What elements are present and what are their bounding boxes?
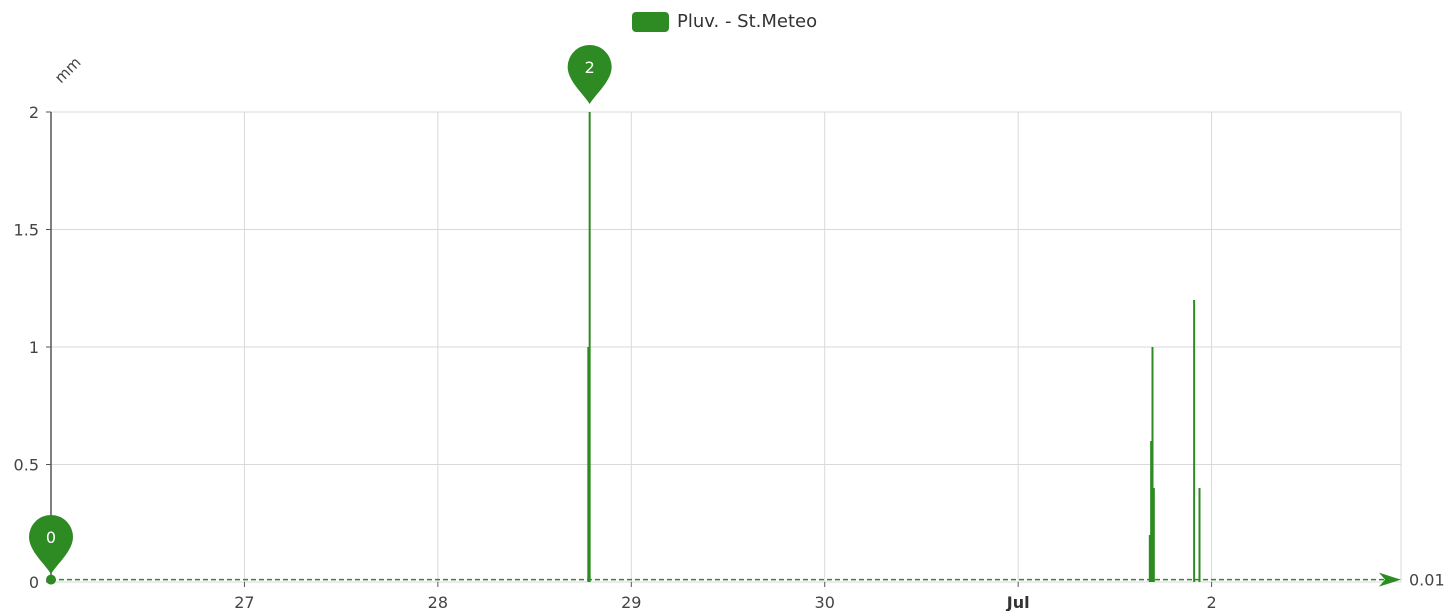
grid	[51, 111, 1402, 583]
legend-item[interactable]: Pluv. - St.Meteo	[632, 11, 817, 32]
mark-point-pin-min	[29, 515, 73, 574]
legend-label: Pluv. - St.Meteo	[677, 11, 817, 32]
mark-line: 0.01	[46, 571, 1445, 590]
mark-point-label-min: 0	[46, 528, 56, 547]
mark-point-label-max: 2	[585, 58, 595, 77]
mark-point-pin-max	[567, 45, 612, 104]
x-tick-label: 30	[815, 593, 835, 611]
rain-bar	[1148, 535, 1151, 582]
x-tick-label: 27	[234, 593, 254, 611]
x-tick-label: Jul	[1006, 593, 1030, 611]
rain-bar	[1198, 488, 1201, 582]
rain-bar	[1193, 300, 1196, 582]
rain-bar	[587, 347, 590, 582]
rain-bar	[1150, 441, 1153, 582]
x-tick-label: 29	[621, 593, 641, 611]
x-tick-label: 2	[1207, 593, 1217, 611]
series-bars	[587, 112, 1201, 582]
y-tick-label: 0.5	[14, 456, 39, 475]
mark-line-arrow	[1379, 572, 1401, 587]
rain-bar	[1151, 347, 1154, 582]
mark-line-label: 0.01	[1409, 571, 1445, 590]
legend[interactable]: Pluv. - St.Meteo	[632, 11, 817, 32]
y-axis-unit-label: mm	[51, 53, 84, 86]
y-tick-label: 1.5	[14, 221, 39, 240]
mark-line-start-dot	[46, 574, 56, 585]
y-tick-label: 0	[29, 573, 39, 592]
y-tick-label: 1	[29, 338, 39, 357]
y-tick-label: 2	[29, 103, 39, 122]
axes: 0 0.5 1 1.5 2 27 28 29 30 Jul 2 mm	[14, 53, 1217, 612]
legend-swatch	[632, 12, 669, 32]
rain-bar	[588, 112, 591, 582]
rain-bar	[1152, 488, 1155, 582]
mark-points: 20	[29, 45, 612, 574]
x-tick-label: 28	[428, 593, 448, 611]
